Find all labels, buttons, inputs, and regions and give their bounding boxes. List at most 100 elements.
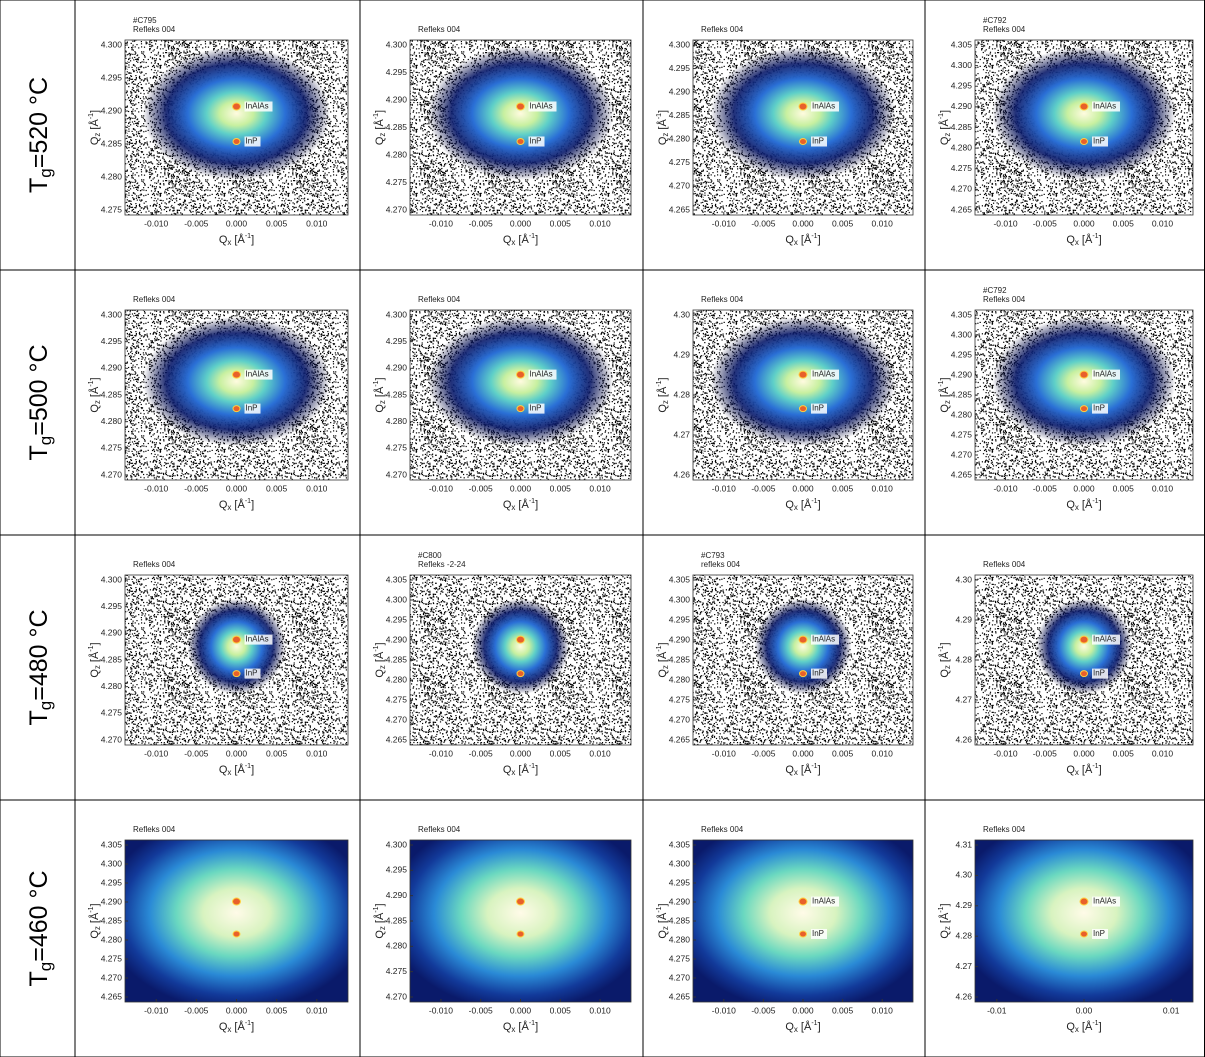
label-close: ] — [657, 903, 669, 906]
label-close: ] — [535, 764, 538, 776]
peak-spot — [516, 897, 525, 906]
label-unit: [Å — [801, 498, 812, 511]
x-tick-label: -0.010 — [144, 483, 168, 493]
peak-label-bg — [1092, 668, 1108, 679]
label-sup: -1 — [1092, 763, 1098, 770]
panel-header: Refleks 004 — [701, 25, 744, 34]
x-tick-label: 0.010 — [1152, 483, 1174, 493]
peak-label: InP — [1093, 669, 1105, 678]
peak-spot — [232, 370, 241, 379]
y-tick-label: 4.285 — [951, 122, 973, 132]
peak-label: InAlAs — [1093, 370, 1116, 379]
y-tick-label: 4.270 — [951, 184, 973, 194]
y-tick-label: 4.300 — [951, 60, 973, 70]
x-tick-label: 0.005 — [832, 1005, 854, 1015]
y-tick-label: 4.28 — [955, 930, 972, 940]
peak-label-bg — [811, 369, 839, 380]
map-panel: Refleks 004 4.300 4.295 4.290 4.285 4.280 4.27… — [386, 295, 632, 493]
row-label: Tg=460 °C — [25, 870, 56, 986]
x-tick-label: 0.005 — [550, 483, 572, 493]
y-tick-label: 4.275 — [669, 953, 691, 963]
y-tick-label: 4.29 — [955, 900, 972, 910]
label-close: ] — [89, 642, 101, 645]
peak-label: InAlAs — [530, 370, 553, 379]
panel-header: refleks 004 — [701, 560, 741, 569]
x-tick-label: -0.010 — [429, 748, 453, 758]
label-sup: -1 — [373, 380, 380, 386]
axis-label: Qx [Å-1] — [503, 498, 538, 512]
label-symbol: Q — [1066, 234, 1075, 246]
panel-header: Refleks 004 — [418, 25, 461, 34]
label-sub: x — [794, 503, 798, 512]
label-symbol: Q — [374, 404, 386, 413]
y-tick-label: 4.26 — [955, 734, 972, 744]
x-tick-label: -0.005 — [184, 483, 208, 493]
panel-header: Refleks 004 — [418, 295, 461, 304]
label-unit: [Å — [656, 386, 669, 397]
peak-spot — [798, 102, 808, 111]
peak-spot — [232, 897, 241, 906]
y-tick-label: 4.30 — [955, 574, 972, 584]
label-sup: -1 — [245, 498, 251, 505]
label-symbol: Q — [219, 234, 228, 246]
x-tick-label: 0.000 — [226, 483, 248, 493]
panel-header: Refleks -2-24 — [418, 560, 466, 569]
y-tick-label: 4.285 — [669, 654, 691, 664]
peak-label: InAlAs — [812, 102, 835, 111]
x-tick-label: -0.005 — [184, 218, 208, 228]
peak-label: InAlAs — [246, 102, 269, 111]
label-close: ] — [939, 903, 951, 906]
peak-label-bg — [528, 136, 545, 147]
label-close: ] — [939, 110, 951, 113]
x-tick-label: 0.000 — [510, 748, 532, 758]
label-unit: [Å — [938, 651, 951, 662]
y-tick-label: 4.300 — [101, 39, 123, 49]
x-tick-label: 0.000 — [226, 218, 248, 228]
x-tick-label: -0.005 — [1033, 218, 1057, 228]
y-tick-label: 4.295 — [669, 614, 691, 624]
axis-label: Qx [Å-1] — [503, 763, 538, 777]
x-tick-label: 0.005 — [266, 1005, 288, 1015]
peak-spot — [1079, 370, 1089, 379]
y-tick-label: 4.290 — [669, 634, 691, 644]
y-tick-label: 4.270 — [951, 449, 973, 459]
x-tick-label: -0.010 — [429, 1005, 453, 1015]
y-tick-label: 4.30 — [955, 870, 972, 880]
y-tick-label: 4.270 — [101, 972, 123, 982]
row-label-symbol: T — [25, 971, 53, 986]
label-sub: z — [943, 665, 952, 669]
row-label-sub: g — [36, 168, 55, 177]
label-sub: z — [661, 926, 670, 930]
y-tick-label: 4.290 — [669, 86, 691, 96]
axis-label: Qz [Å-1] — [938, 110, 952, 145]
label-sup: -1 — [88, 906, 95, 912]
y-tick-label: 4.290 — [669, 896, 691, 906]
y-tick-label: 4.295 — [101, 72, 123, 82]
y-tick-label: 4.290 — [101, 896, 123, 906]
y-tick-label: 4.285 — [101, 389, 123, 399]
label-unit: [Å — [234, 498, 245, 511]
y-tick-label: 4.275 — [386, 694, 408, 704]
y-tick-label: 4.275 — [669, 157, 691, 167]
axis-label: Qx [Å-1] — [1066, 1020, 1101, 1034]
y-tick-label: 4.26 — [673, 469, 690, 479]
label-unit: [Å — [1082, 1020, 1093, 1033]
peak-label-bg — [244, 403, 261, 414]
label-sup: -1 — [811, 233, 817, 240]
peak-label: InP — [812, 137, 824, 146]
label-sub: x — [511, 768, 515, 777]
row-label-sub: g — [36, 962, 55, 971]
panel-header: Refleks 004 — [133, 825, 176, 834]
label-symbol: Q — [785, 234, 794, 246]
label-sub: x — [511, 503, 515, 512]
row-label-symbol: T — [25, 178, 53, 193]
label-unit: [Å — [518, 763, 529, 776]
label-sub: z — [93, 926, 102, 930]
y-tick-label: 4.280 — [669, 674, 691, 684]
peak-spot — [1080, 405, 1088, 413]
y-tick-label: 4.290 — [386, 94, 408, 104]
y-tick-label: 4.270 — [386, 204, 408, 214]
peak-label: InAlAs — [1093, 102, 1116, 111]
label-sub: x — [1075, 1025, 1079, 1034]
axis-label: Qx [Å-1] — [1066, 498, 1101, 512]
